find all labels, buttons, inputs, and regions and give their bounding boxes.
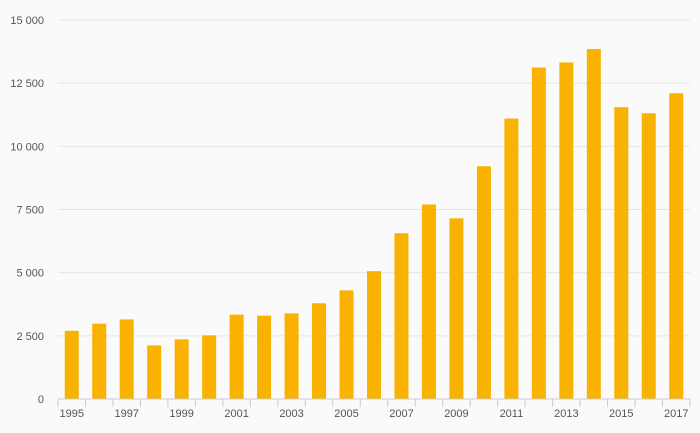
bar-2010 [476, 166, 491, 399]
bar-1998 [147, 345, 162, 399]
x-tick-label: 1995 [59, 408, 83, 420]
bar-1997 [119, 319, 134, 399]
bar-2009 [449, 218, 464, 399]
bar-1999 [174, 339, 189, 399]
x-tick-label: 2015 [609, 408, 633, 420]
bar-2016 [641, 113, 656, 399]
bar-2004 [312, 303, 327, 399]
x-tick-label: 2011 [500, 408, 524, 420]
x-tick-label: 2013 [554, 408, 578, 420]
x-axis: 1995 1997 1999 2001 2003 2005 2007 2009 2011 2013… [57, 398, 691, 420]
y-tick-label: 0 [38, 394, 44, 406]
bar-2003 [284, 313, 299, 399]
bar-2013 [559, 62, 574, 399]
x-tick-label: 2001 [224, 408, 248, 420]
bar-1996 [92, 323, 107, 399]
bar-2011 [504, 118, 519, 399]
y-tick-label: 12 500 [10, 78, 44, 90]
y-tick-label: 5 000 [16, 268, 44, 280]
x-tick-label: 2003 [279, 408, 303, 420]
y-tick-label: 2 500 [16, 331, 44, 343]
x-tick-label: 1999 [169, 408, 193, 420]
y-tick-label: 10 000 [10, 141, 44, 153]
y-tick-label: 15 000 [10, 15, 44, 27]
bar-2014 [586, 49, 601, 399]
x-tick-label: 2005 [334, 408, 358, 420]
bar-1995 [64, 330, 79, 399]
x-tick-label: 2007 [389, 408, 413, 420]
bar-2007 [394, 233, 409, 399]
x-tick-label: 2017 [664, 408, 688, 420]
y-tick-label: 7 500 [16, 205, 44, 217]
bar-2015 [614, 107, 629, 400]
bar-2017 [669, 93, 684, 400]
bar-2001 [229, 314, 244, 399]
gridlines [58, 19, 690, 337]
x-tick-label: 1997 [114, 408, 138, 420]
bar-2002 [257, 315, 272, 399]
bars [64, 49, 684, 400]
y-axis: 0 2 500 5 000 7 500 10 000 12 500 15 000 [10, 15, 44, 406]
bar-2005 [339, 290, 354, 399]
bar-2000 [202, 335, 217, 399]
bar-2006 [367, 271, 381, 399]
bar-2008 [421, 204, 436, 399]
x-tick-label: 2009 [444, 408, 468, 420]
bar-2012 [531, 67, 546, 399]
